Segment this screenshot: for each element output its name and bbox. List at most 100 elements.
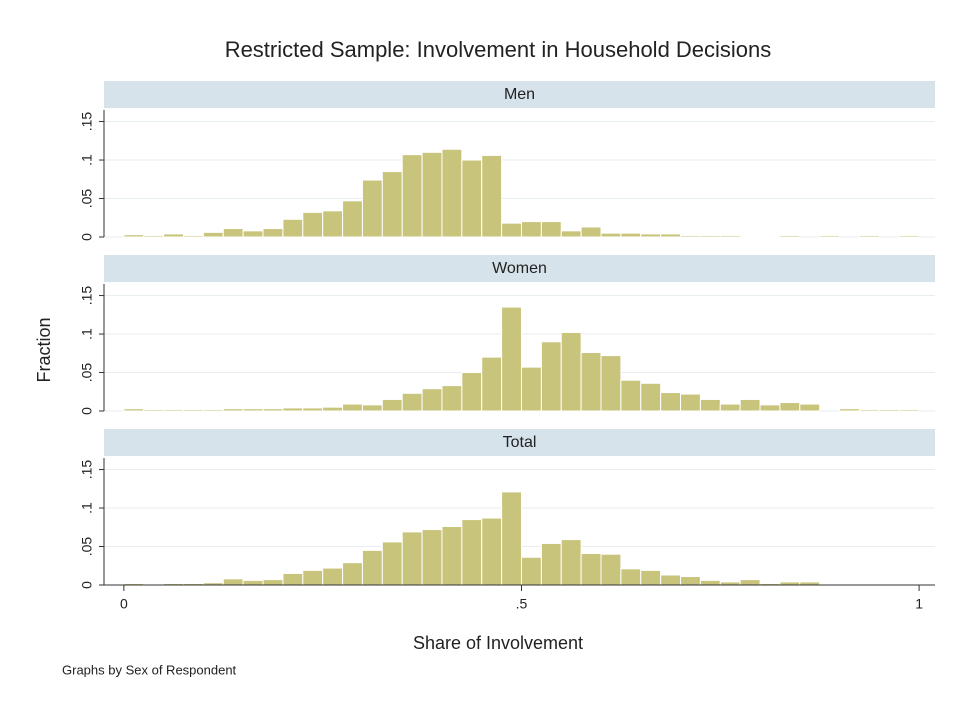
bar xyxy=(481,154,503,238)
bar xyxy=(461,159,483,238)
bar xyxy=(282,407,304,412)
bar xyxy=(361,404,383,412)
bar xyxy=(501,306,522,412)
bar xyxy=(163,233,185,238)
y-tick-label: .1 xyxy=(79,154,95,166)
bar xyxy=(580,226,602,238)
bar xyxy=(322,406,344,412)
panel-title: Women xyxy=(492,260,547,277)
bar xyxy=(282,572,304,586)
bar xyxy=(123,234,145,238)
bar xyxy=(699,234,721,238)
y-tick-label: .1 xyxy=(79,502,95,514)
x-tick-label: 1 xyxy=(915,596,923,612)
bar xyxy=(302,407,324,412)
bar xyxy=(202,231,224,238)
bar xyxy=(839,408,860,412)
panel-strip xyxy=(104,81,935,108)
x-tick-label: 0 xyxy=(120,596,128,612)
bar xyxy=(600,355,622,412)
bar xyxy=(560,230,582,238)
bar xyxy=(739,235,761,238)
bar xyxy=(481,356,503,412)
bar xyxy=(699,398,721,412)
bar xyxy=(660,392,682,412)
panel-strip xyxy=(104,255,935,282)
x-axis-label: Share of Involvement xyxy=(413,633,583,653)
bar xyxy=(560,331,582,412)
bar xyxy=(381,171,403,238)
bar xyxy=(461,519,483,586)
chart-title: Restricted Sample: Involvement in Househ… xyxy=(225,37,772,62)
bar xyxy=(302,211,324,238)
bar xyxy=(779,402,801,412)
bar xyxy=(222,408,244,412)
bar xyxy=(342,403,363,412)
bar xyxy=(799,403,821,412)
bar xyxy=(143,408,165,412)
y-tick-label: .05 xyxy=(79,363,95,383)
bar xyxy=(202,408,224,412)
bar xyxy=(759,235,781,238)
bar xyxy=(580,352,602,412)
bar xyxy=(222,578,244,586)
y-tick-label: .1 xyxy=(79,328,95,340)
bar xyxy=(302,569,324,586)
bar xyxy=(660,574,682,586)
bar xyxy=(858,408,880,412)
bar xyxy=(282,218,304,238)
panel-title: Total xyxy=(503,434,537,451)
bar xyxy=(739,579,761,586)
bar xyxy=(501,491,522,586)
bar xyxy=(441,526,463,586)
bar xyxy=(242,579,264,586)
bar xyxy=(222,228,244,238)
bar xyxy=(680,576,701,586)
bar xyxy=(680,393,701,412)
y-tick-label: .15 xyxy=(79,112,95,132)
bar xyxy=(540,221,562,238)
y-tick-label: 0 xyxy=(79,581,95,589)
bar xyxy=(361,179,383,238)
y-tick-label: 0 xyxy=(79,407,95,415)
bar xyxy=(401,392,423,412)
bar xyxy=(640,569,662,586)
bar xyxy=(381,398,403,412)
bar xyxy=(143,234,165,238)
bar xyxy=(520,556,542,586)
bar xyxy=(322,210,344,238)
bar xyxy=(719,403,741,412)
bar xyxy=(660,233,682,238)
bar xyxy=(640,233,662,238)
x-tick-label: .5 xyxy=(516,596,528,612)
bar xyxy=(520,221,542,238)
bar xyxy=(361,549,383,586)
bar xyxy=(739,398,761,412)
bar xyxy=(600,553,622,586)
bar xyxy=(322,567,344,586)
bar xyxy=(342,200,363,238)
panel-title: Men xyxy=(504,86,535,103)
bar xyxy=(699,579,721,586)
bar xyxy=(540,542,562,586)
bar xyxy=(441,385,463,412)
bar xyxy=(242,408,264,412)
bar xyxy=(401,154,423,238)
bar xyxy=(580,552,602,586)
bar xyxy=(819,234,841,238)
bar xyxy=(262,408,284,412)
bar xyxy=(779,234,801,238)
bar xyxy=(620,568,642,586)
bar xyxy=(719,234,741,238)
bar xyxy=(898,234,920,238)
bar xyxy=(481,517,503,586)
y-axis-label: Fraction xyxy=(34,317,54,382)
y-tick-label: .15 xyxy=(79,286,95,306)
bar xyxy=(183,234,204,238)
bar xyxy=(421,151,443,238)
bar xyxy=(620,379,642,412)
bar xyxy=(520,366,542,412)
bar xyxy=(123,408,145,412)
bar xyxy=(540,341,562,412)
